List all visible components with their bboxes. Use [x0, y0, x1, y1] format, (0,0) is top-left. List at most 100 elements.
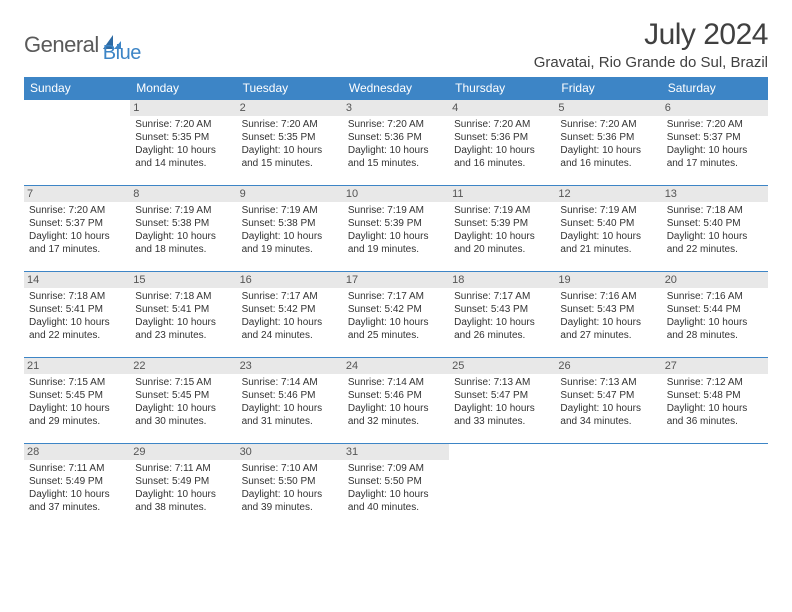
sunrise-text: Sunrise: 7:12 AM [667, 376, 763, 389]
logo: General Blue [24, 18, 141, 65]
sunset-text: Sunset: 5:37 PM [667, 131, 763, 144]
sunset-text: Sunset: 5:41 PM [135, 303, 231, 316]
day-number: 4 [449, 100, 555, 116]
day-number: 16 [237, 272, 343, 288]
sunrise-text: Sunrise: 7:17 AM [454, 290, 550, 303]
calendar-cell: 21Sunrise: 7:15 AMSunset: 5:45 PMDayligh… [24, 358, 130, 444]
day-number: 23 [237, 358, 343, 374]
daylight-text: Daylight: 10 hours and 15 minutes. [348, 144, 444, 170]
daylight-text: Daylight: 10 hours and 27 minutes. [560, 316, 656, 342]
sunset-text: Sunset: 5:49 PM [29, 475, 125, 488]
calendar-week-row: 1Sunrise: 7:20 AMSunset: 5:35 PMDaylight… [24, 100, 768, 186]
calendar-cell: 7Sunrise: 7:20 AMSunset: 5:37 PMDaylight… [24, 186, 130, 272]
day-number: 28 [24, 444, 130, 460]
calendar-cell: 29Sunrise: 7:11 AMSunset: 5:49 PMDayligh… [130, 444, 236, 530]
day-number: 12 [555, 186, 661, 202]
calendar-cell: 24Sunrise: 7:14 AMSunset: 5:46 PMDayligh… [343, 358, 449, 444]
sunset-text: Sunset: 5:50 PM [348, 475, 444, 488]
daylight-text: Daylight: 10 hours and 21 minutes. [560, 230, 656, 256]
day-header: Friday [555, 77, 661, 100]
sunrise-text: Sunrise: 7:16 AM [667, 290, 763, 303]
day-number: 26 [555, 358, 661, 374]
sunset-text: Sunset: 5:43 PM [560, 303, 656, 316]
daylight-text: Daylight: 10 hours and 19 minutes. [348, 230, 444, 256]
day-number: 24 [343, 358, 449, 374]
day-number: 1 [130, 100, 236, 116]
daylight-text: Daylight: 10 hours and 17 minutes. [29, 230, 125, 256]
sunrise-text: Sunrise: 7:19 AM [348, 204, 444, 217]
daylight-text: Daylight: 10 hours and 29 minutes. [29, 402, 125, 428]
calendar-cell: 26Sunrise: 7:13 AMSunset: 5:47 PMDayligh… [555, 358, 661, 444]
daylight-text: Daylight: 10 hours and 16 minutes. [454, 144, 550, 170]
sunrise-text: Sunrise: 7:17 AM [348, 290, 444, 303]
title-block: July 2024 Gravatai, Rio Grande do Sul, B… [534, 18, 768, 71]
day-number: 9 [237, 186, 343, 202]
daylight-text: Daylight: 10 hours and 26 minutes. [454, 316, 550, 342]
daylight-text: Daylight: 10 hours and 22 minutes. [29, 316, 125, 342]
sunrise-text: Sunrise: 7:15 AM [29, 376, 125, 389]
calendar-table: Sunday Monday Tuesday Wednesday Thursday… [24, 77, 768, 530]
sunset-text: Sunset: 5:42 PM [242, 303, 338, 316]
sunset-text: Sunset: 5:39 PM [348, 217, 444, 230]
sunrise-text: Sunrise: 7:20 AM [667, 118, 763, 131]
sunrise-text: Sunrise: 7:18 AM [667, 204, 763, 217]
day-number: 3 [343, 100, 449, 116]
calendar-cell: 27Sunrise: 7:12 AMSunset: 5:48 PMDayligh… [662, 358, 768, 444]
sunset-text: Sunset: 5:45 PM [29, 389, 125, 402]
sunrise-text: Sunrise: 7:20 AM [135, 118, 231, 131]
calendar-week-row: 28 Sunrise: 7:11 AM Sunset: 5:49 PMDayligh… [24, 444, 768, 530]
daylight-text: Daylight: 10 hours and 17 minutes. [667, 144, 763, 170]
sunrise-text: Sunrise: 7:20 AM [454, 118, 550, 131]
sunset-text: Sunset: 5:36 PM [454, 131, 550, 144]
daylight-text: Daylight: 10 hours and 24 minutes. [242, 316, 338, 342]
sunrise-text: Sunrise: 7:20 AM [348, 118, 444, 131]
calendar-cell: 31Sunrise: 7:09 AMSunset: 5:50 PMDayligh… [343, 444, 449, 530]
calendar-cell: 19Sunrise: 7:16 AMSunset: 5:43 PMDayligh… [555, 272, 661, 358]
daylight-text: Daylight: 10 hours and 23 minutes. [135, 316, 231, 342]
calendar-week-row: 14Sunrise: 7:18 AMSunset: 5:41 PMDayligh… [24, 272, 768, 358]
daylight-text: Daylight: 10 hours and 32 minutes. [348, 402, 444, 428]
day-header: Sunday [24, 77, 130, 100]
sunrise-text: Sunrise: 7:19 AM [454, 204, 550, 217]
sunrise-text: Sunrise: 7:14 AM [242, 376, 338, 389]
sunrise-text: Sunrise: 7:15 AM [135, 376, 231, 389]
page-header: General Blue July 2024 Gravatai, Rio Gra… [24, 18, 768, 71]
calendar-cell: 15Sunrise: 7:18 AMSunset: 5:41 PMDayligh… [130, 272, 236, 358]
sunset-text: Sunset: 5:40 PM [560, 217, 656, 230]
sunrise-text: Sunrise: 7:19 AM [560, 204, 656, 217]
sunset-text: Sunset: 5:46 PM [348, 389, 444, 402]
calendar-cell: 9Sunrise: 7:19 AMSunset: 5:38 PMDaylight… [237, 186, 343, 272]
sunset-text: Sunset: 5:48 PM [667, 389, 763, 402]
sunset-text: Sunset: 5:36 PM [560, 131, 656, 144]
sunrise-text: Sunrise: 7:20 AM [29, 204, 125, 217]
daylight-text: Daylight: 10 hours and 37 minutes. [29, 488, 125, 514]
sunset-text: Sunset: 5:47 PM [560, 389, 656, 402]
daylight-text: Daylight: 10 hours and 20 minutes. [454, 230, 550, 256]
sunrise-text: Sunrise: 7:20 AM [560, 118, 656, 131]
calendar-cell [24, 100, 130, 186]
day-header: Monday [130, 77, 236, 100]
sunset-text: Sunset: 5:36 PM [348, 131, 444, 144]
daylight-text: Daylight: 10 hours and 33 minutes. [454, 402, 550, 428]
daylight-text: Daylight: 10 hours and 31 minutes. [242, 402, 338, 428]
calendar-cell: 1 Sunrise: 7:20 AMSunset: 5:35 PMDaylight… [130, 100, 236, 186]
day-number: 18 [449, 272, 555, 288]
sunrise-text: Sunrise: 7:16 AM [560, 290, 656, 303]
daylight-text: Daylight: 10 hours and 15 minutes. [242, 144, 338, 170]
sunrise-text: Sunrise: 7:11 AM [135, 462, 231, 475]
sunset-text: Sunset: 5:38 PM [135, 217, 231, 230]
sunrise-text: Sunrise: 7:09 AM [348, 462, 444, 475]
sunrise-text: Sunrise: 7:13 AM [560, 376, 656, 389]
calendar-cell: 2Sunrise: 7:20 AMSunset: 5:35 PMDaylight… [237, 100, 343, 186]
daylight-text: Daylight: 10 hours and 14 minutes. [135, 144, 231, 170]
calendar-cell: 11Sunrise: 7:19 AMSunset: 5:39 PMDayligh… [449, 186, 555, 272]
day-number: 22 [130, 358, 236, 374]
sunrise-text: Sunrise: 7:10 AM [242, 462, 338, 475]
sunset-text: Sunset: 5:35 PM [135, 131, 231, 144]
day-number: 17 [343, 272, 449, 288]
day-number: 29 [130, 444, 236, 460]
sunset-text: Sunset: 5:40 PM [667, 217, 763, 230]
calendar-cell [449, 444, 555, 530]
sunset-text: Sunset: 5:44 PM [667, 303, 763, 316]
calendar-cell: 22Sunrise: 7:15 AMSunset: 5:45 PMDayligh… [130, 358, 236, 444]
